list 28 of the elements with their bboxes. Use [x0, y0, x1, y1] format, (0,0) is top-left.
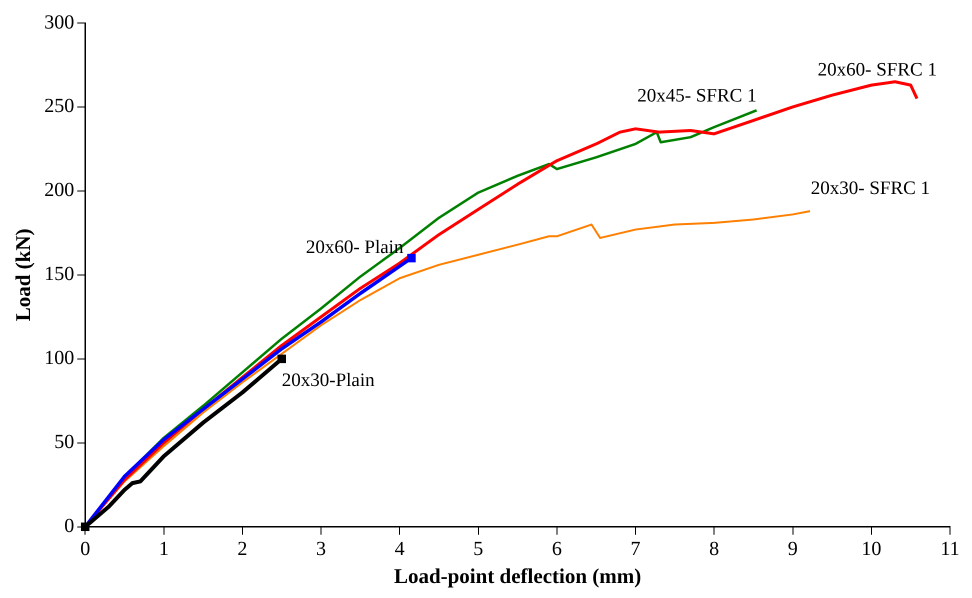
x-tick-label: 8 [709, 538, 720, 560]
point [278, 354, 286, 364]
x-tick-label: 5 [473, 538, 484, 560]
x-tick-label: 1 [158, 538, 169, 560]
point [80, 522, 90, 532]
x-tick-label: 6 [552, 538, 562, 560]
point [407, 254, 416, 262]
y-tick-label: 150 [44, 263, 74, 286]
y-tick-label: 200 [44, 179, 74, 202]
series-label: 20x30-Plain [282, 370, 376, 391]
x-tick-label: 0 [80, 538, 90, 560]
y-axis-title: Load (kN) [11, 228, 36, 322]
x-tick-label: 3 [316, 538, 326, 560]
x-axis-title: Load-point deflection (mm) [394, 564, 642, 588]
x-tick-label: 7 [630, 538, 641, 560]
y-tick-label: 250 [44, 95, 74, 118]
x-tick-label: 11 [940, 538, 960, 560]
y-tick-label: 300 [44, 11, 74, 34]
series-label: 20x30- SFRC 1 [810, 178, 930, 200]
x-tick-label: 9 [788, 538, 798, 560]
series-label: 20x60- SFRC 1 [818, 60, 937, 81]
x-tick-label: 2 [237, 538, 248, 560]
y-tick-label: 0 [64, 515, 74, 538]
y-tick-label: 100 [44, 347, 74, 370]
x-tick-label: 10 [861, 538, 882, 560]
series-label: 20x45- SFRC 1 [637, 85, 757, 106]
x-tick-label: 4 [394, 538, 405, 560]
y-tick-label: 50 [54, 431, 74, 454]
